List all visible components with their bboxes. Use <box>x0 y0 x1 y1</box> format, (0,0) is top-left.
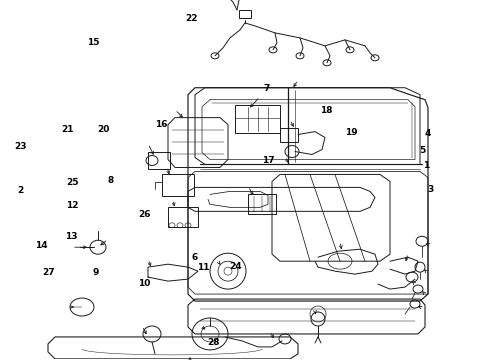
Text: 10: 10 <box>138 279 151 288</box>
Text: 17: 17 <box>262 156 275 165</box>
Text: 25: 25 <box>66 178 79 187</box>
Bar <box>280 127 298 141</box>
Text: 16: 16 <box>155 120 168 129</box>
Text: 4: 4 <box>424 129 431 138</box>
Text: 8: 8 <box>107 176 113 185</box>
Text: 6: 6 <box>192 253 198 262</box>
Text: 14: 14 <box>35 241 48 250</box>
Bar <box>162 175 194 197</box>
Text: 28: 28 <box>207 338 220 347</box>
Text: 22: 22 <box>185 14 197 23</box>
Text: 2: 2 <box>18 186 24 195</box>
Bar <box>168 207 198 227</box>
Text: 5: 5 <box>419 145 425 154</box>
Text: 20: 20 <box>98 125 110 134</box>
Text: 23: 23 <box>14 142 27 151</box>
Text: 26: 26 <box>138 210 151 219</box>
Text: 3: 3 <box>427 185 433 194</box>
Text: 12: 12 <box>66 201 79 210</box>
Text: 18: 18 <box>319 106 332 115</box>
Text: 21: 21 <box>61 125 74 134</box>
Text: 1: 1 <box>423 161 429 170</box>
Text: 19: 19 <box>345 127 358 136</box>
Text: 9: 9 <box>92 267 99 276</box>
Text: 11: 11 <box>197 263 210 272</box>
Bar <box>235 105 280 132</box>
Text: 24: 24 <box>229 262 242 271</box>
Text: 7: 7 <box>264 85 270 94</box>
Text: 13: 13 <box>65 231 77 240</box>
Bar <box>248 194 276 214</box>
Text: 27: 27 <box>43 268 55 277</box>
Text: 15: 15 <box>87 38 99 47</box>
Bar <box>239 10 251 18</box>
Bar <box>148 152 170 170</box>
